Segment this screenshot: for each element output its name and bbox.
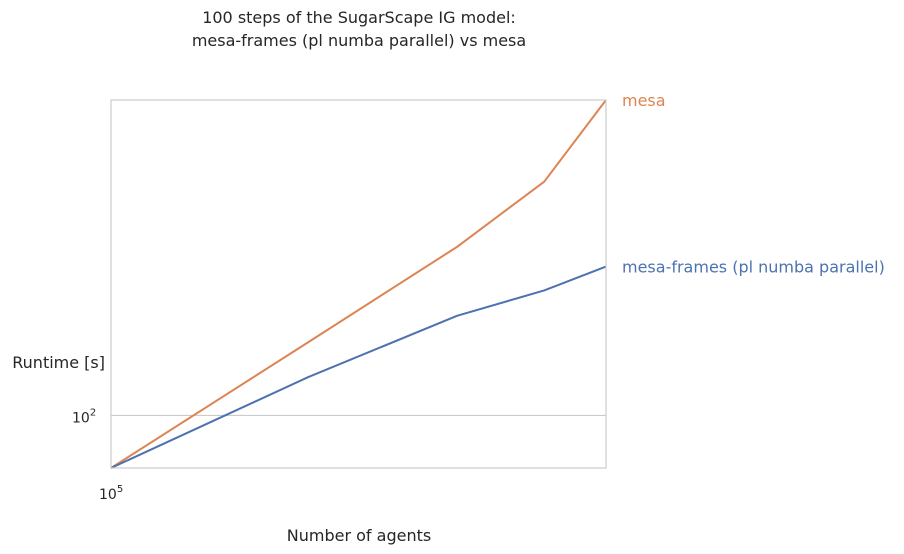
series-line-mesa-frames-pl-numba-parallel-: [110, 265, 607, 469]
series-line-mesa: [110, 99, 607, 469]
chart-title-line-1: 100 steps of the SugarScape IG model:: [202, 8, 516, 27]
tick-labels: 102 105: [72, 407, 123, 503]
series-labels: mesa mesa-frames (pl numba parallel): [622, 91, 885, 277]
plot-frame: [110, 99, 607, 469]
chart-title-line-2: mesa-frames (pl numba parallel) vs mesa: [192, 31, 526, 50]
x-tick-label-0: 105: [99, 484, 123, 503]
y-axis-label: Runtime [s]: [12, 353, 105, 372]
y-tick-label-0: 102: [72, 407, 96, 426]
x-axis-label: Number of agents: [287, 526, 431, 545]
series-label-1: mesa-frames (pl numba parallel): [622, 258, 885, 277]
series-label-0: mesa: [622, 91, 666, 110]
series-lines: [110, 99, 607, 469]
